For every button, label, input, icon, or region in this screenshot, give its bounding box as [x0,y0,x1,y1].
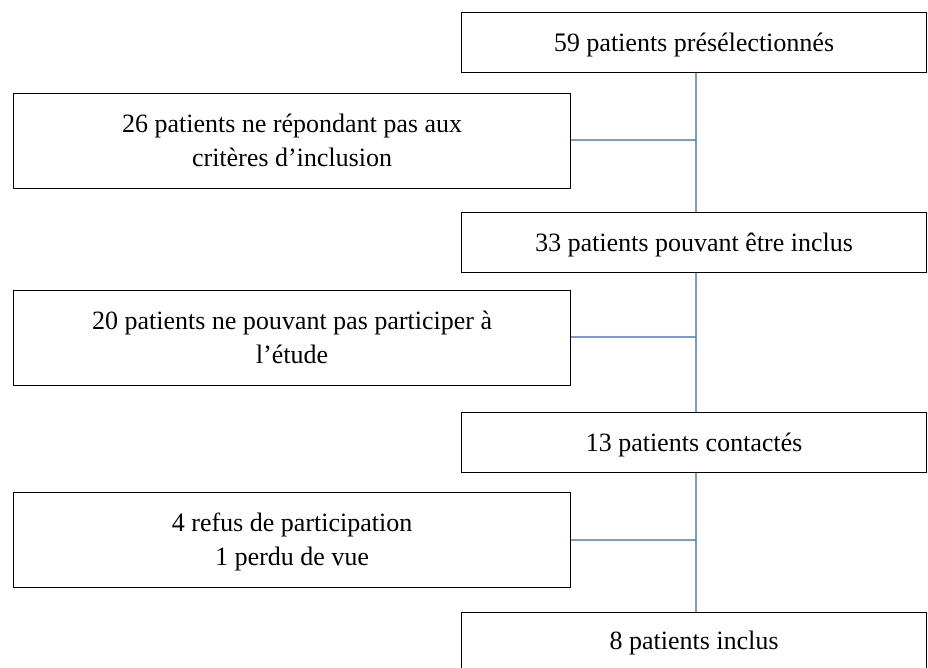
flow-box: 33 patients pouvant être inclus [461,212,927,273]
flow-box: 13 patients contactés [461,412,927,473]
box-label: 13 patients contactés [585,427,803,457]
box-line: 4 refus de participation [171,508,413,537]
box-line: critères d’inclusion [192,143,392,172]
flow-box: 8 patients inclus [461,612,927,668]
box-line: 20 patients ne pouvant pas participer à [92,306,492,335]
exclusion-box: 20 patients ne pouvant pas participer à … [13,290,571,386]
box-label: 8 patients inclus [609,625,779,655]
exclusion-box: 4 refus de participation 1 perdu de vue [13,492,571,588]
box-line: 1 perdu de vue [215,542,369,571]
flow-box: 59 patients présélectionnés [461,12,927,73]
box-line: 26 patients ne répondant pas aux [121,109,463,138]
box-line: l’étude [255,340,329,369]
box-label: 59 patients présélectionnés [553,27,835,57]
box-label: 33 patients pouvant être inclus [535,227,853,257]
exclusion-box: 26 patients ne répondant pas aux critère… [13,93,571,189]
